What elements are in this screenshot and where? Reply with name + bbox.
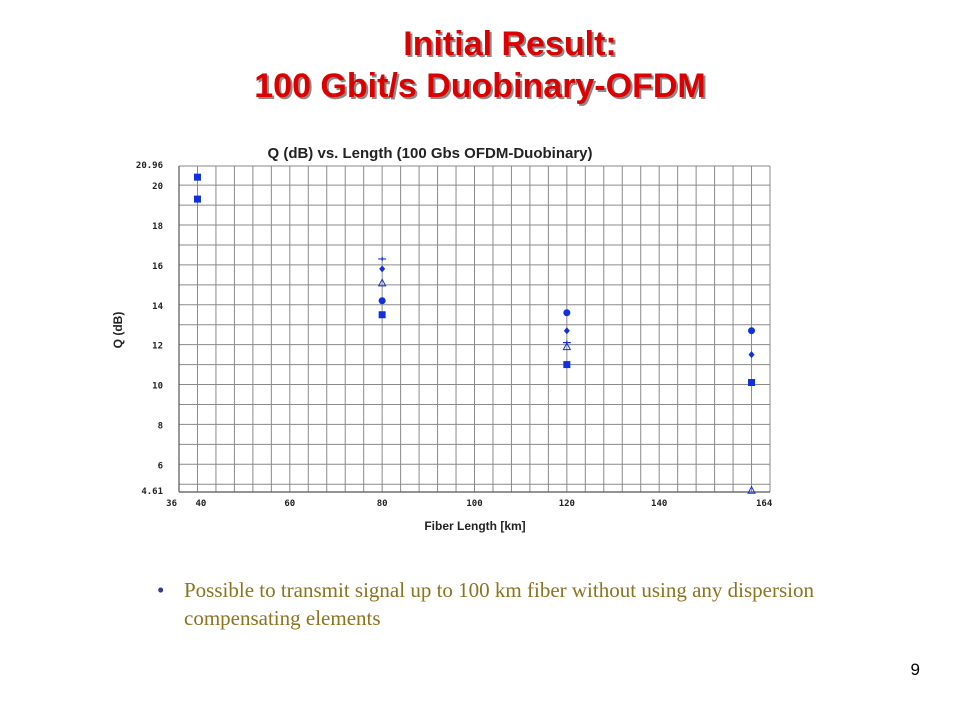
bullet-text: Possible to transmit signal up to 100 km… [184, 578, 814, 630]
data-point-plus [562, 340, 571, 345]
data-point-triangle [747, 485, 756, 494]
y-tick-label: 6 [158, 461, 163, 471]
y-tick-label: 12 [152, 342, 163, 352]
data-point-diamond [748, 351, 755, 359]
x-tick-label: 80 [377, 499, 388, 509]
slide-title-line1: Initial Result: [403, 25, 617, 63]
data-point-circle [748, 327, 756, 335]
data-point-diamond [379, 265, 386, 273]
data-point-square [563, 361, 571, 369]
slide-title-line2: 100 Gbit/s Duobinary-OFDM [254, 67, 706, 105]
data-point-square [748, 379, 756, 387]
bullet-item: • Possible to transmit signal up to 100 … [157, 576, 837, 632]
x-tick-label: 120 [559, 499, 575, 509]
bullet-dot: • [157, 578, 165, 602]
y-tick-label: 10 [152, 382, 163, 392]
chart-title: Q (dB) vs. Length (100 Gbs OFDM-Duobinar… [267, 145, 592, 162]
slide-number: 9 [910, 660, 920, 679]
data-point-square [378, 311, 386, 319]
x-tick-label: 140 [651, 499, 667, 509]
data-point-circle [378, 297, 386, 305]
x-axis-label: Fiber Length [km] [424, 519, 525, 533]
x-tick-label: 100 [466, 499, 482, 509]
y-tick-label: 4.61 [141, 487, 163, 497]
data-point-diamond [563, 327, 570, 335]
y-tick-label: 16 [152, 262, 163, 272]
data-point-square [193, 173, 201, 181]
x-tick-label: 60 [284, 499, 295, 509]
y-axis-label: Q (dB) [111, 312, 125, 349]
x-tick-label: 40 [195, 499, 206, 509]
y-tick-label: 14 [152, 302, 163, 312]
x-tick-label: 164 [756, 499, 773, 509]
x-tick-label: 36 [166, 499, 177, 509]
data-point-triangle [562, 342, 572, 351]
data-point-plus [378, 256, 387, 261]
data-point-circle [563, 309, 571, 317]
y-tick-label: 18 [152, 222, 163, 232]
y-tick-label: 20 [152, 182, 163, 192]
y-tick-label: 20.96 [136, 161, 163, 171]
y-tick-label: 8 [158, 421, 163, 431]
data-point-triangle [377, 278, 387, 287]
data-point-square [193, 195, 201, 203]
